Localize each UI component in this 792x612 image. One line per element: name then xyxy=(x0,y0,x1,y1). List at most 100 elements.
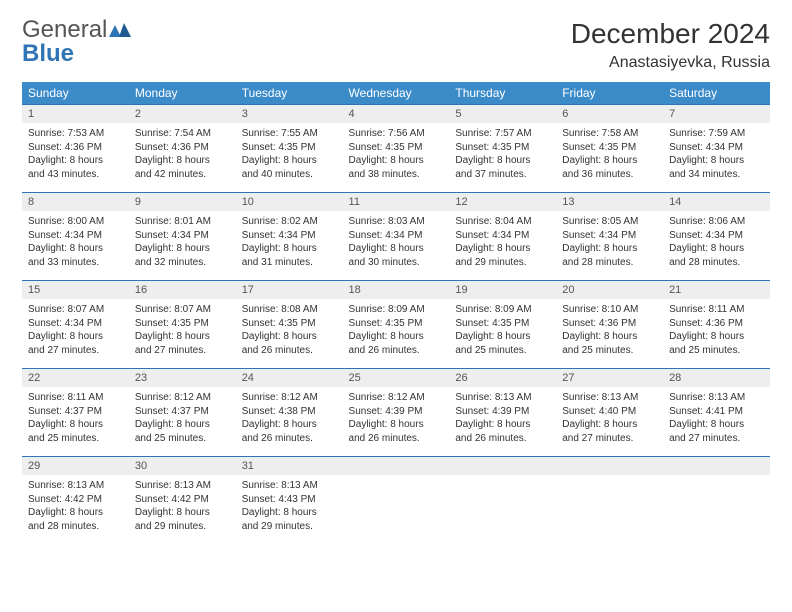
header: General Blue December 2024 Anastasiyevka… xyxy=(22,18,770,72)
daylight-line2: and 29 minutes. xyxy=(242,520,337,534)
dow-thursday: Thursday xyxy=(449,82,556,105)
day-number: 15 xyxy=(22,281,129,299)
sunset-text: Sunset: 4:36 PM xyxy=(669,317,764,331)
daylight-line2: and 26 minutes. xyxy=(349,344,444,358)
day-body: Sunrise: 8:13 AMSunset: 4:42 PMDaylight:… xyxy=(129,475,236,543)
day-body-empty xyxy=(343,475,450,525)
daylight-line2: and 30 minutes. xyxy=(349,256,444,270)
brand-mark-icon xyxy=(109,16,131,43)
daylight-line1: Daylight: 8 hours xyxy=(135,506,230,520)
daylight-line1: Daylight: 8 hours xyxy=(455,242,550,256)
day-number-empty xyxy=(663,457,770,475)
day-body-empty xyxy=(556,475,663,525)
day-body: Sunrise: 7:59 AMSunset: 4:34 PMDaylight:… xyxy=(663,123,770,191)
day-number: 18 xyxy=(343,281,450,299)
sunset-text: Sunset: 4:37 PM xyxy=(28,405,123,419)
day-number: 8 xyxy=(22,193,129,211)
sunset-text: Sunset: 4:37 PM xyxy=(135,405,230,419)
day-body: Sunrise: 8:03 AMSunset: 4:34 PMDaylight:… xyxy=(343,211,450,279)
daylight-line1: Daylight: 8 hours xyxy=(562,154,657,168)
sunrise-text: Sunrise: 8:01 AM xyxy=(135,215,230,229)
sunset-text: Sunset: 4:34 PM xyxy=(135,229,230,243)
daylight-line1: Daylight: 8 hours xyxy=(242,330,337,344)
calendar-cell: 12Sunrise: 8:04 AMSunset: 4:34 PMDayligh… xyxy=(449,193,556,281)
calendar-cell: 31Sunrise: 8:13 AMSunset: 4:43 PMDayligh… xyxy=(236,457,343,545)
sunrise-text: Sunrise: 7:59 AM xyxy=(669,127,764,141)
daylight-line2: and 25 minutes. xyxy=(28,432,123,446)
sunrise-text: Sunrise: 8:03 AM xyxy=(349,215,444,229)
day-number: 19 xyxy=(449,281,556,299)
sunrise-text: Sunrise: 8:09 AM xyxy=(349,303,444,317)
calendar-week: 1Sunrise: 7:53 AMSunset: 4:36 PMDaylight… xyxy=(22,105,770,193)
calendar-cell: 21Sunrise: 8:11 AMSunset: 4:36 PMDayligh… xyxy=(663,281,770,369)
daylight-line2: and 28 minutes. xyxy=(669,256,764,270)
daylight-line1: Daylight: 8 hours xyxy=(562,242,657,256)
daylight-line1: Daylight: 8 hours xyxy=(28,506,123,520)
day-body: Sunrise: 8:05 AMSunset: 4:34 PMDaylight:… xyxy=(556,211,663,279)
day-number: 23 xyxy=(129,369,236,387)
daylight-line2: and 40 minutes. xyxy=(242,168,337,182)
daylight-line2: and 25 minutes. xyxy=(562,344,657,358)
daylight-line1: Daylight: 8 hours xyxy=(242,418,337,432)
daylight-line1: Daylight: 8 hours xyxy=(242,506,337,520)
dow-friday: Friday xyxy=(556,82,663,105)
sunrise-text: Sunrise: 8:13 AM xyxy=(455,391,550,405)
day-body: Sunrise: 8:12 AMSunset: 4:38 PMDaylight:… xyxy=(236,387,343,455)
sunrise-text: Sunrise: 7:57 AM xyxy=(455,127,550,141)
sunrise-text: Sunrise: 8:06 AM xyxy=(669,215,764,229)
calendar-cell: 26Sunrise: 8:13 AMSunset: 4:39 PMDayligh… xyxy=(449,369,556,457)
day-body: Sunrise: 8:07 AMSunset: 4:35 PMDaylight:… xyxy=(129,299,236,367)
calendar-week: 22Sunrise: 8:11 AMSunset: 4:37 PMDayligh… xyxy=(22,369,770,457)
day-body: Sunrise: 8:13 AMSunset: 4:42 PMDaylight:… xyxy=(22,475,129,543)
sunset-text: Sunset: 4:35 PM xyxy=(562,141,657,155)
daylight-line2: and 28 minutes. xyxy=(28,520,123,534)
calendar-cell: 16Sunrise: 8:07 AMSunset: 4:35 PMDayligh… xyxy=(129,281,236,369)
daylight-line1: Daylight: 8 hours xyxy=(28,330,123,344)
daylight-line2: and 26 minutes. xyxy=(455,432,550,446)
sunset-text: Sunset: 4:39 PM xyxy=(455,405,550,419)
day-body: Sunrise: 8:02 AMSunset: 4:34 PMDaylight:… xyxy=(236,211,343,279)
sunrise-text: Sunrise: 7:58 AM xyxy=(562,127,657,141)
calendar-week: 29Sunrise: 8:13 AMSunset: 4:42 PMDayligh… xyxy=(22,457,770,545)
daylight-line1: Daylight: 8 hours xyxy=(349,330,444,344)
calendar-body: 1Sunrise: 7:53 AMSunset: 4:36 PMDaylight… xyxy=(22,105,770,545)
calendar-cell: 7Sunrise: 7:59 AMSunset: 4:34 PMDaylight… xyxy=(663,105,770,193)
brand-part2: Blue xyxy=(22,40,74,67)
day-body: Sunrise: 8:13 AMSunset: 4:40 PMDaylight:… xyxy=(556,387,663,455)
sunrise-text: Sunrise: 8:12 AM xyxy=(349,391,444,405)
day-number: 2 xyxy=(129,105,236,123)
sunrise-text: Sunrise: 8:13 AM xyxy=(135,479,230,493)
day-body: Sunrise: 8:11 AMSunset: 4:37 PMDaylight:… xyxy=(22,387,129,455)
sunrise-text: Sunrise: 8:07 AM xyxy=(135,303,230,317)
brand-part1: General xyxy=(22,16,107,43)
day-number: 27 xyxy=(556,369,663,387)
sunset-text: Sunset: 4:34 PM xyxy=(349,229,444,243)
sunrise-text: Sunrise: 7:56 AM xyxy=(349,127,444,141)
day-body: Sunrise: 7:56 AMSunset: 4:35 PMDaylight:… xyxy=(343,123,450,191)
sunset-text: Sunset: 4:38 PM xyxy=(242,405,337,419)
sunrise-text: Sunrise: 7:54 AM xyxy=(135,127,230,141)
daylight-line1: Daylight: 8 hours xyxy=(349,154,444,168)
day-number-empty xyxy=(556,457,663,475)
daylight-line1: Daylight: 8 hours xyxy=(455,418,550,432)
day-number: 29 xyxy=(22,457,129,475)
day-body: Sunrise: 8:07 AMSunset: 4:34 PMDaylight:… xyxy=(22,299,129,367)
daylight-line1: Daylight: 8 hours xyxy=(135,418,230,432)
sunrise-text: Sunrise: 8:00 AM xyxy=(28,215,123,229)
daylight-line2: and 36 minutes. xyxy=(562,168,657,182)
sunrise-text: Sunrise: 8:08 AM xyxy=(242,303,337,317)
sunrise-text: Sunrise: 8:10 AM xyxy=(562,303,657,317)
sunset-text: Sunset: 4:42 PM xyxy=(135,493,230,507)
calendar-cell: 23Sunrise: 8:12 AMSunset: 4:37 PMDayligh… xyxy=(129,369,236,457)
day-body: Sunrise: 8:08 AMSunset: 4:35 PMDaylight:… xyxy=(236,299,343,367)
title-block: December 2024 Anastasiyevka, Russia xyxy=(571,18,770,72)
day-number: 31 xyxy=(236,457,343,475)
day-body: Sunrise: 7:54 AMSunset: 4:36 PMDaylight:… xyxy=(129,123,236,191)
daylight-line2: and 33 minutes. xyxy=(28,256,123,270)
daylight-line2: and 27 minutes. xyxy=(28,344,123,358)
sunset-text: Sunset: 4:35 PM xyxy=(135,317,230,331)
day-body: Sunrise: 8:09 AMSunset: 4:35 PMDaylight:… xyxy=(343,299,450,367)
calendar-cell: 9Sunrise: 8:01 AMSunset: 4:34 PMDaylight… xyxy=(129,193,236,281)
sunset-text: Sunset: 4:34 PM xyxy=(669,229,764,243)
calendar-cell: 30Sunrise: 8:13 AMSunset: 4:42 PMDayligh… xyxy=(129,457,236,545)
